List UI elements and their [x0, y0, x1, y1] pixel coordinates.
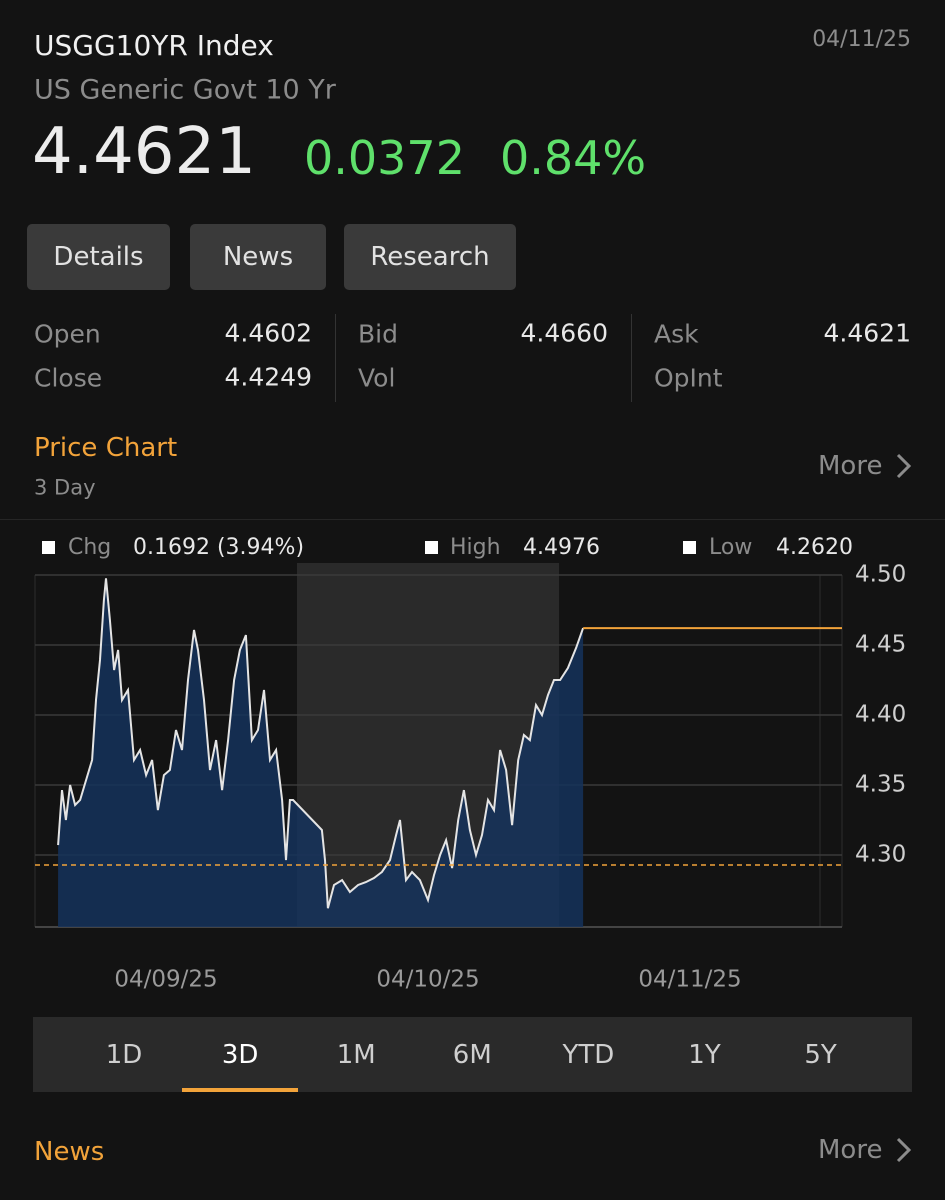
x-tick-label: 04/09/25 — [114, 967, 217, 993]
security-subtitle: US Generic Govt 10 Yr — [34, 74, 336, 106]
y-tick-label: 4.45 — [855, 632, 906, 658]
legend-value: 4.2620 — [776, 535, 853, 560]
percent-change: 0.84% — [500, 131, 647, 185]
y-tick-label: 4.35 — [855, 772, 906, 798]
y-tick-label: 4.40 — [855, 702, 906, 728]
legend-value: 0.1692 (3.94%) — [133, 535, 305, 560]
stat-value: 4.4621 — [823, 318, 911, 348]
x-tick-label: 04/11/25 — [638, 967, 741, 993]
divider — [631, 314, 632, 402]
details-button[interactable]: Details — [27, 224, 170, 290]
stat-value: 4.4249 — [224, 362, 312, 392]
date: 04/11/25 — [812, 27, 911, 52]
stat-value: 4.4602 — [224, 318, 312, 348]
legend-label: High — [450, 535, 501, 560]
divider — [335, 314, 336, 402]
legend-marker — [42, 541, 55, 554]
last-price: 4.4621 — [32, 115, 256, 189]
stat-label: Close — [34, 363, 103, 393]
x-tick-label: 04/10/25 — [376, 967, 479, 993]
legend-value: 4.4976 — [523, 535, 600, 560]
stat-label: OpInt — [654, 363, 723, 393]
range-tab[interactable]: 5Y — [804, 1040, 837, 1070]
legend-marker — [683, 541, 696, 554]
range-tab[interactable]: 3D — [221, 1040, 259, 1070]
research-button[interactable]: Research — [344, 224, 516, 290]
section-title: News — [34, 1137, 105, 1167]
price-line — [57, 578, 585, 909]
range-tab[interactable]: 1D — [105, 1040, 143, 1070]
section-title: Price Chart — [34, 433, 178, 463]
section-subtitle: 3 Day — [34, 475, 96, 500]
security-title: USGG10YR Index — [34, 29, 274, 62]
price-chart: 4.30 4.35 4.40 4.45 4.50 04/09/25 04/10/25 04/1… — [34, 562, 906, 993]
net-change: 0.0372 — [304, 131, 465, 185]
selected-underline — [182, 1088, 299, 1092]
range-tab[interactable]: 1Y — [688, 1040, 721, 1070]
y-tick-label: 4.50 — [855, 562, 906, 588]
more-link[interactable]: More — [818, 1135, 883, 1165]
separator — [0, 519, 945, 520]
stat-value: 4.4660 — [520, 318, 608, 348]
area-fill — [58, 578, 584, 927]
stat-label: Bid — [358, 319, 398, 349]
y-tick-label: 4.30 — [855, 842, 906, 868]
more-link[interactable]: More — [818, 451, 883, 481]
range-tabs — [33, 1017, 912, 1092]
legend-label: Low — [709, 535, 753, 560]
range-tab[interactable]: 6M — [452, 1040, 492, 1070]
chevron-icon — [896, 1137, 912, 1163]
stat-label: Open — [34, 319, 101, 349]
range-tab[interactable]: YTD — [562, 1040, 615, 1070]
legend-marker — [425, 541, 438, 554]
stat-label: Ask — [654, 319, 699, 349]
legend-label: Chg — [68, 535, 112, 560]
chevron-icon — [896, 453, 912, 479]
news-button[interactable]: News — [190, 224, 326, 290]
range-tab[interactable]: 1M — [336, 1040, 376, 1070]
stat-label: Vol — [358, 363, 396, 393]
